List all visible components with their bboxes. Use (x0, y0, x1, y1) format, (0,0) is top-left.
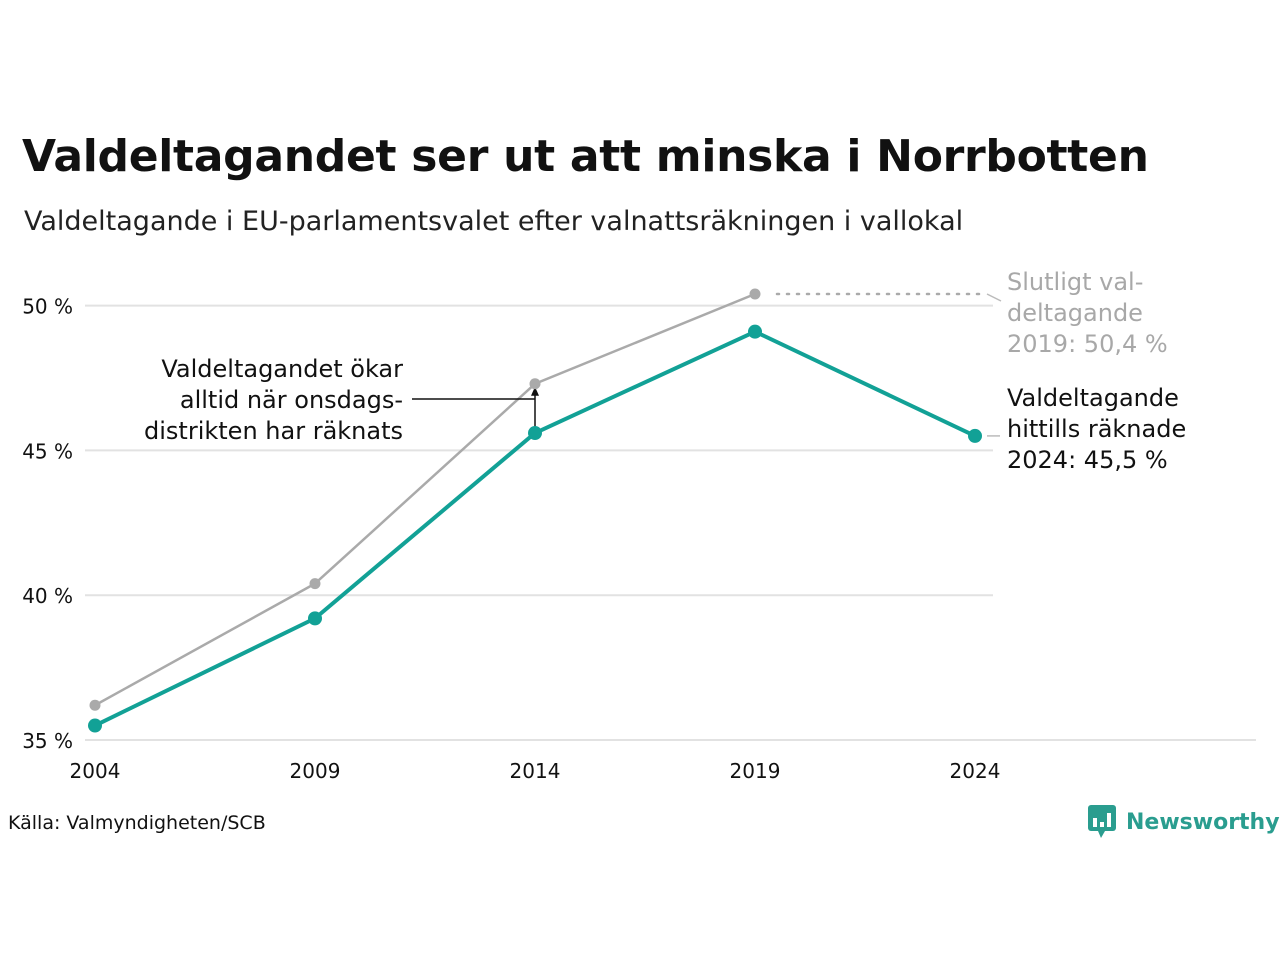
note-line: Valdeltagandet ökar (161, 355, 403, 383)
y-tick-label: 50 % (22, 295, 73, 319)
annotations: Slutligt val-deltagande 2019: 50,4 % Valde… (144, 268, 1186, 474)
x-tick-label: 2009 (290, 759, 341, 783)
y-tick-label: 40 % (22, 584, 73, 608)
x-tick-label: 2024 (950, 759, 1001, 783)
axes: 35 % 40 % 45 % 50 % 2004 2009 2014 2019 2024 (22, 295, 1000, 783)
series-points (88, 288, 982, 733)
note-line: distrikten har räknats (144, 417, 403, 445)
data-point-counted (528, 426, 542, 441)
final-label-line: 2019: 50,4 % (1007, 330, 1168, 358)
chart-title: Valdeltagandet ser ut att minska i Norrb… (22, 131, 1149, 182)
data-point-final (749, 288, 761, 300)
note-line: alltid när onsdags- (180, 386, 403, 414)
gridlines (85, 304, 1256, 741)
final-label-tick (986, 293, 1002, 302)
counted-label-line: hittills räknade (1007, 415, 1186, 443)
newsworthy-logo-icon (1088, 805, 1116, 838)
x-tick-label: 2004 (70, 759, 121, 783)
brand-logo: Newsworthy (1087, 804, 1280, 840)
data-point-final (89, 699, 101, 711)
data-point-counted (748, 324, 762, 339)
final-label-line: Slutligt val- (1007, 268, 1143, 296)
chart-subtitle: Valdeltagande i EU-parlamentsvalet efter… (24, 206, 964, 237)
source-note: Källa: Valmyndigheten/SCB (8, 812, 266, 834)
counted-label-line: 2024: 45,5 % (1007, 446, 1168, 474)
series-line-final (93, 292, 757, 707)
final-label-line: deltagande (1007, 299, 1143, 327)
data-point-final (529, 378, 541, 390)
y-tick-label: 35 % (22, 729, 73, 753)
x-tick-label: 2014 (510, 759, 561, 783)
data-point-counted (308, 611, 322, 626)
counted-label-line: Valdeltagande (1007, 384, 1179, 412)
data-point-counted (88, 718, 102, 733)
data-point-final (309, 578, 321, 590)
data-point-counted (968, 428, 982, 443)
x-tick-label: 2019 (730, 759, 781, 783)
brand-name: Newsworthy (1126, 809, 1280, 835)
y-tick-label: 45 % (22, 439, 73, 463)
note-arrow-head (531, 386, 539, 396)
